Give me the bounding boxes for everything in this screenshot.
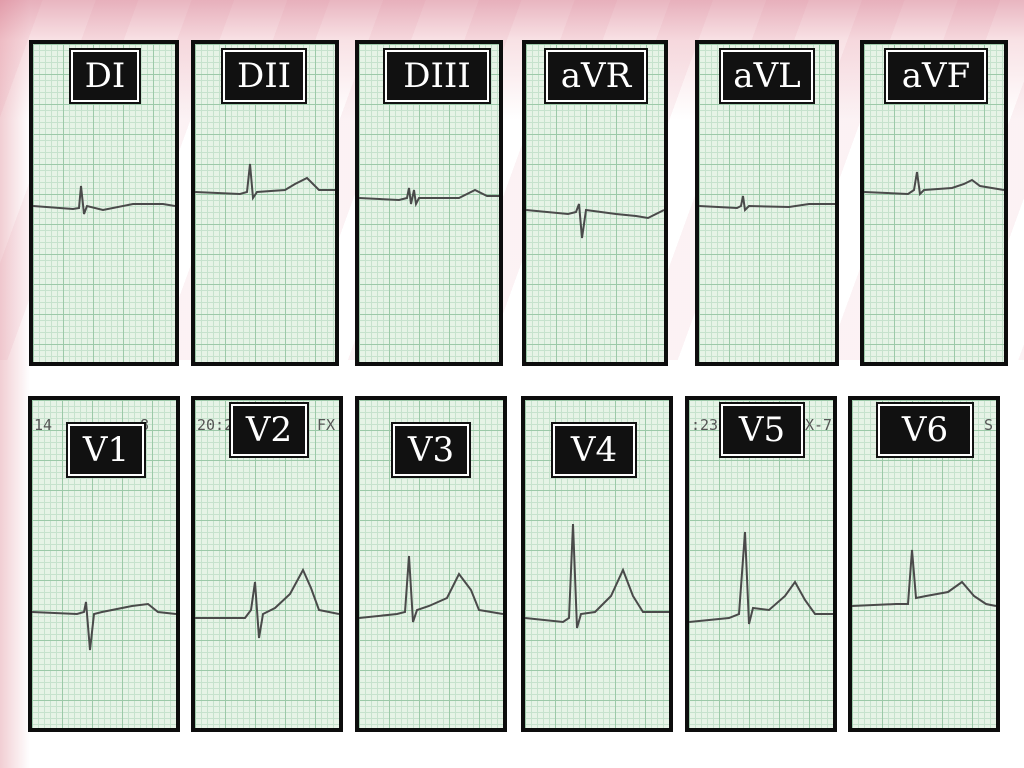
lead-panel-v2: 20:2 FX V2 [191, 396, 343, 732]
lead-label-di: DI [69, 48, 141, 104]
paper-fragment: :23 [691, 416, 719, 434]
lead-label-v6: V6 [876, 402, 974, 458]
lead-panel-v5: :23 X-7 V5 [685, 396, 837, 732]
lead-label-diii: DIII [383, 48, 491, 104]
ecg-trace-v1 [32, 601, 176, 651]
ecg-trace-v3 [359, 555, 503, 623]
lead-panel-v3: V3 [355, 396, 507, 732]
ecg-trace-dii [195, 163, 335, 201]
ecg-trace-v2 [195, 567, 339, 639]
lead-panel-v1: 14 8 V1 [28, 396, 180, 732]
paper-fragment: S [984, 416, 994, 434]
lead-panel-dii: DII [191, 40, 339, 366]
lead-panel-diii: DIII [355, 40, 503, 366]
lead-label-v2: V2 [229, 402, 309, 458]
lead-label-v4: V4 [551, 422, 637, 478]
ecg-trace-v4 [525, 523, 669, 629]
ecg-trace-diii [359, 187, 499, 208]
paper-fragment: FX [317, 416, 336, 434]
lead-panel-avr: aVR [522, 40, 668, 366]
lead-label-dii: DII [221, 48, 307, 104]
ecg-trace-avl [699, 195, 835, 213]
paper-fragment: 8 [140, 416, 150, 434]
lead-label-avf: aVF [884, 48, 988, 104]
paper-fragment: 20:2 [197, 416, 234, 434]
lead-label-v3: V3 [391, 422, 471, 478]
lead-label-v1: V1 [66, 422, 146, 478]
lead-panel-v4: V4 [521, 396, 673, 732]
lead-label-v5: V5 [719, 402, 805, 458]
ecg-trace-avf [864, 171, 1004, 197]
lead-panel-v6: S V6 [848, 396, 1000, 732]
ecg-trace-v6 [852, 549, 996, 607]
ecg-trace-avr [526, 203, 664, 239]
lead-panel-di: DI [29, 40, 179, 366]
lead-panel-avf: aVF [860, 40, 1008, 366]
lead-panel-avl: aVL [695, 40, 839, 366]
ecg-trace-v5 [689, 531, 833, 625]
paper-fragment: 14 [34, 416, 53, 434]
ecg-trace-di [33, 185, 175, 215]
paper-fragment: X-7 [805, 416, 833, 434]
lead-label-avr: aVR [544, 48, 648, 104]
lead-label-avl: aVL [719, 48, 815, 104]
